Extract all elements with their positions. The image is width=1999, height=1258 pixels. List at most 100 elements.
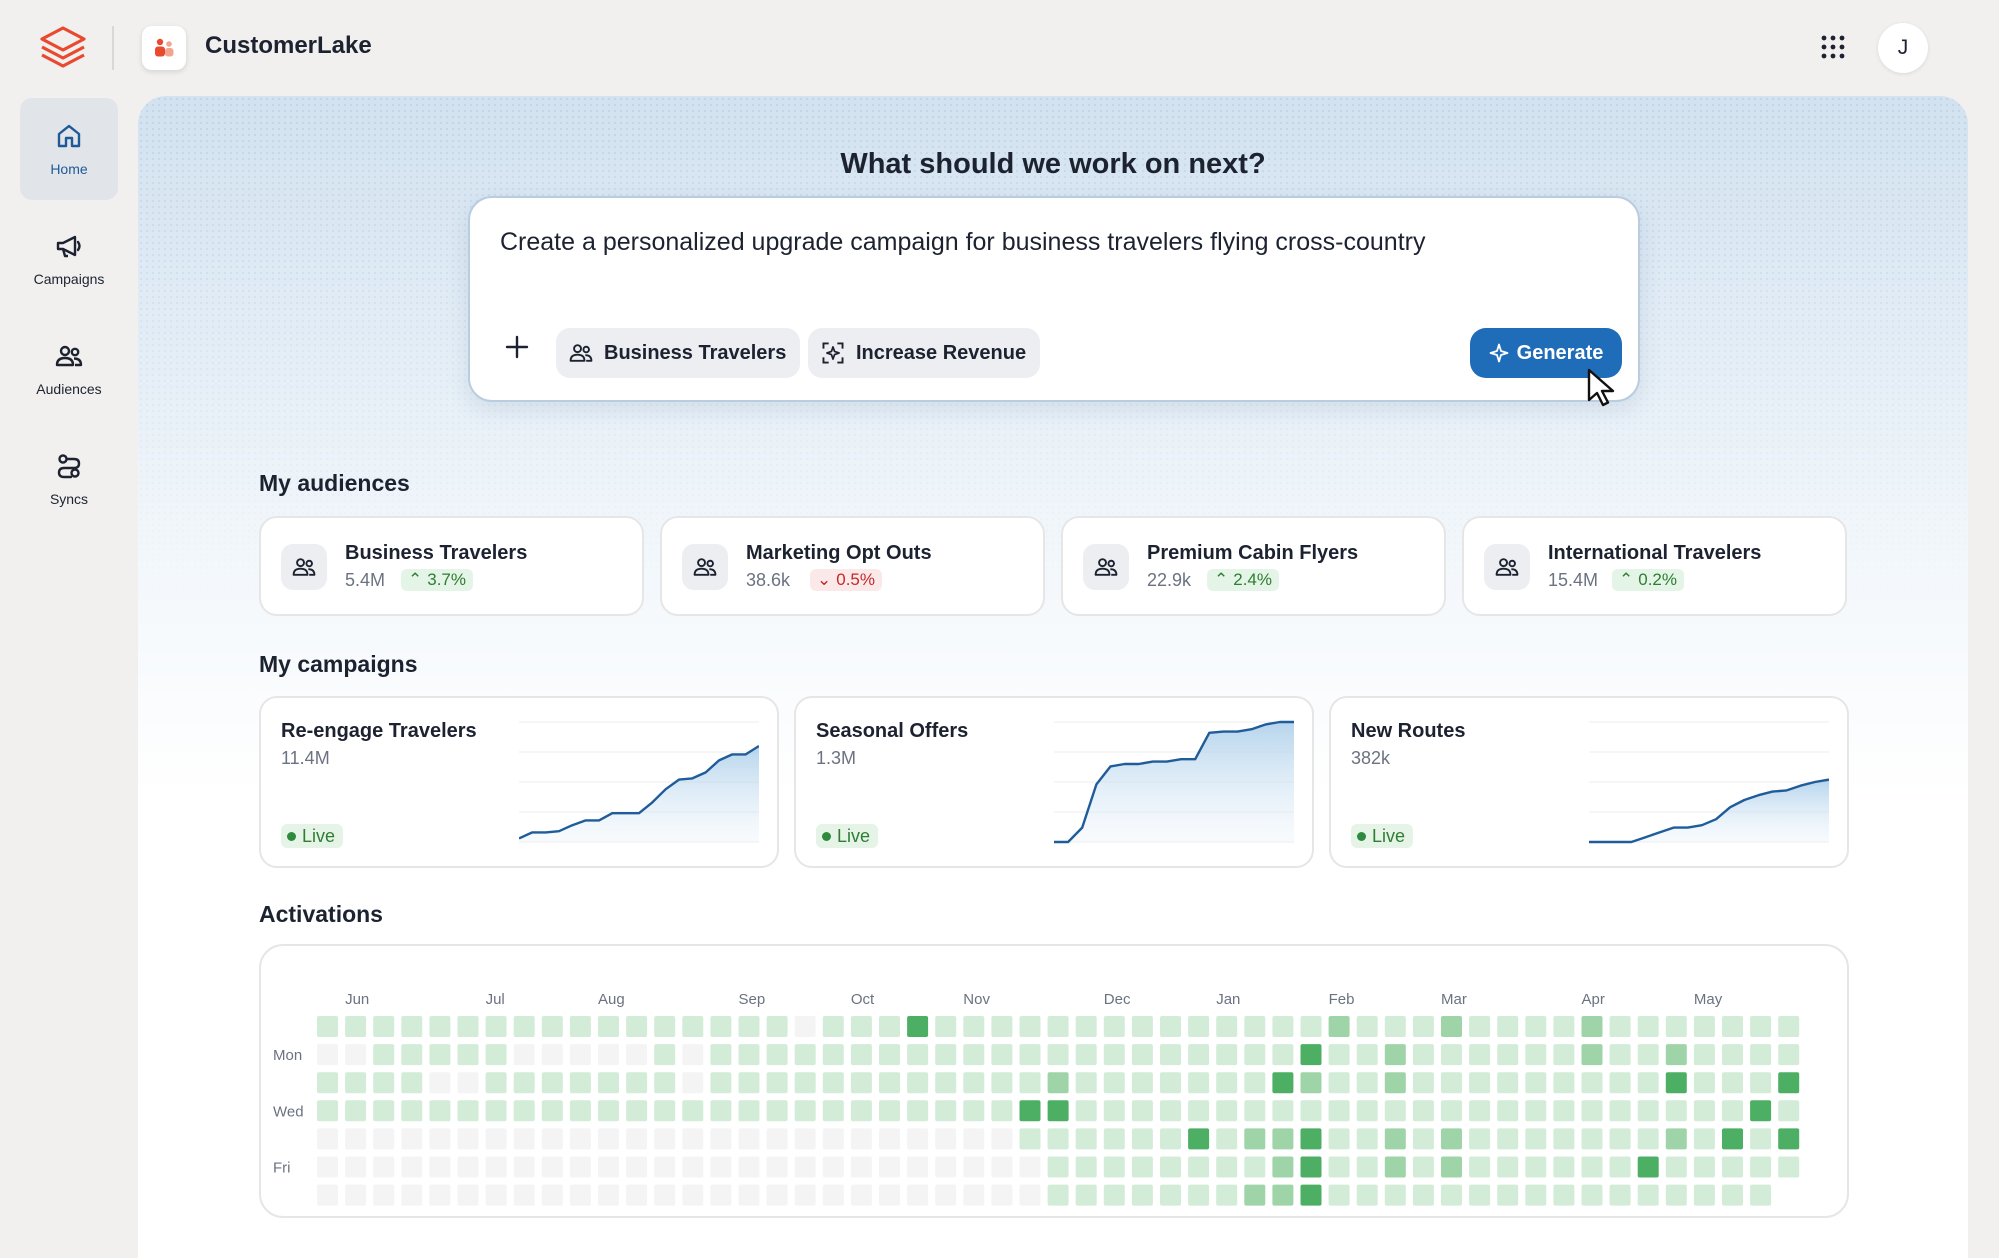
activation-cell xyxy=(1525,1072,1547,1094)
audience-card[interactable]: Business Travelers 5.4M ⌃ 3.7% xyxy=(259,516,644,616)
sparkle-icon xyxy=(1489,343,1509,363)
activation-cell xyxy=(682,1156,704,1178)
sidebar-item-campaigns[interactable]: Campaigns xyxy=(20,208,118,310)
generate-button[interactable]: Generate xyxy=(1470,328,1622,378)
activation-cell xyxy=(485,1044,507,1066)
activation-cell xyxy=(1441,1128,1462,1150)
activation-cell xyxy=(1188,1100,1210,1122)
activation-cell xyxy=(1665,1100,1687,1122)
activation-cell xyxy=(822,1156,844,1178)
activation-cell xyxy=(1693,1128,1715,1150)
activation-cell xyxy=(1609,1100,1631,1122)
user-avatar[interactable]: J xyxy=(1878,23,1928,73)
activation-cell xyxy=(457,1100,479,1122)
sidebar-item-syncs[interactable]: Syncs xyxy=(20,428,118,530)
live-dot-icon xyxy=(822,831,831,841)
trend-up-icon: ⌃ xyxy=(1214,570,1229,589)
activation-cell xyxy=(1244,1184,1266,1206)
activation-cell xyxy=(1497,1044,1519,1066)
activation-cell xyxy=(457,1156,479,1178)
activation-cell xyxy=(1722,1044,1743,1066)
activation-cell xyxy=(1581,1100,1603,1122)
audience-card[interactable]: International Travelers 15.4M ⌃ 0.2% xyxy=(1462,516,1847,616)
activation-cell xyxy=(1160,1184,1181,1206)
activation-cell xyxy=(317,1016,338,1037)
activation-cell xyxy=(1131,1016,1153,1037)
activation-cell xyxy=(1019,1184,1041,1206)
activation-cell xyxy=(1244,1044,1266,1066)
activation-cell xyxy=(1665,1016,1687,1037)
activation-cell xyxy=(1637,1044,1659,1066)
prompt-input[interactable]: Create a personalized upgrade campaign f… xyxy=(500,228,1426,256)
customerlake-app-icon xyxy=(155,38,174,57)
sidebar-item-audiences[interactable]: Audiences xyxy=(20,318,118,420)
activation-cell xyxy=(1384,1156,1406,1178)
activation-cell xyxy=(1019,1072,1041,1094)
activation-cell xyxy=(1328,1016,1350,1037)
activation-cell xyxy=(1216,1184,1238,1206)
activation-cell xyxy=(794,1072,816,1094)
activation-cell xyxy=(1722,1128,1743,1150)
month-label: Jul xyxy=(486,991,505,1008)
activation-cell xyxy=(1469,1072,1491,1094)
add-icon[interactable] xyxy=(500,330,534,364)
audience-icon xyxy=(1484,544,1530,590)
activation-cell xyxy=(485,1100,507,1122)
mouse-cursor-icon xyxy=(1587,368,1615,407)
activation-cell xyxy=(1328,1072,1350,1094)
activation-cell xyxy=(1300,1044,1322,1066)
status-badge: Live xyxy=(281,824,344,848)
activation-cell xyxy=(401,1016,423,1037)
audience-card[interactable]: Premium Cabin Flyers 22.9k ⌃ 2.4% xyxy=(1061,516,1446,616)
brand-logo-icon[interactable] xyxy=(38,24,88,74)
activation-cell xyxy=(1272,1072,1294,1094)
audience-card[interactable]: Marketing Opt Outs 38.6k ⌄ 0.5% xyxy=(660,516,1045,616)
campaign-card[interactable]: Re-engage Travelers 11.4M Live xyxy=(259,696,779,868)
activation-cell xyxy=(1047,1184,1069,1206)
activation-cell xyxy=(879,1100,900,1122)
activation-cell xyxy=(1665,1156,1687,1178)
activation-cell xyxy=(1328,1044,1350,1066)
activation-cell xyxy=(1581,1156,1603,1178)
sidebar-item-home[interactable]: Home xyxy=(20,98,118,200)
chip-business-travelers[interactable]: Business Travelers xyxy=(556,328,801,378)
prompt-box[interactable]: Create a personalized upgrade campaign f… xyxy=(468,196,1640,402)
activation-cell xyxy=(1075,1128,1097,1150)
activation-cell xyxy=(1384,1184,1406,1206)
activation-cell xyxy=(963,1044,985,1066)
activation-cell xyxy=(1160,1100,1181,1122)
activation-cell xyxy=(1103,1100,1125,1122)
activation-cell xyxy=(794,1128,816,1150)
activation-cell xyxy=(963,1156,985,1178)
activation-cell xyxy=(626,1072,648,1094)
activation-cell xyxy=(766,1016,788,1037)
activation-cell xyxy=(598,1016,619,1037)
activation-cell xyxy=(626,1044,648,1066)
chip-increase-revenue[interactable]: Increase Revenue xyxy=(808,328,1041,378)
campaign-card[interactable]: Seasonal Offers 1.3M Live xyxy=(794,696,1314,868)
top-bar: CustomerLake J xyxy=(0,0,1999,96)
apps-grid-icon[interactable] xyxy=(1818,32,1848,62)
activation-cell xyxy=(1412,1044,1434,1066)
activation-cell xyxy=(1750,1044,1772,1066)
activation-cell xyxy=(598,1156,619,1178)
activation-cell xyxy=(935,1128,957,1150)
activation-cell xyxy=(654,1016,676,1037)
activation-cell xyxy=(598,1184,619,1206)
activation-cell xyxy=(1328,1184,1350,1206)
activation-cell xyxy=(345,1184,367,1206)
app-icon[interactable] xyxy=(142,26,186,70)
campaign-sparkline xyxy=(1589,721,1829,844)
activation-cell xyxy=(1665,1044,1687,1066)
weekday-label: Wed xyxy=(273,1103,304,1120)
status-label: Live xyxy=(302,825,336,846)
audience-delta-badge: ⌄ 0.5% xyxy=(810,569,882,591)
audience-name: International Travelers xyxy=(1548,542,1762,564)
sparkline-line xyxy=(1589,778,1829,844)
month-label: Nov xyxy=(963,991,990,1008)
activation-cell xyxy=(1103,1156,1125,1178)
campaign-card[interactable]: New Routes 382k Live xyxy=(1329,696,1849,868)
activation-cell xyxy=(1188,1072,1210,1094)
activation-cell xyxy=(738,1044,760,1066)
activation-cell xyxy=(822,1044,844,1066)
